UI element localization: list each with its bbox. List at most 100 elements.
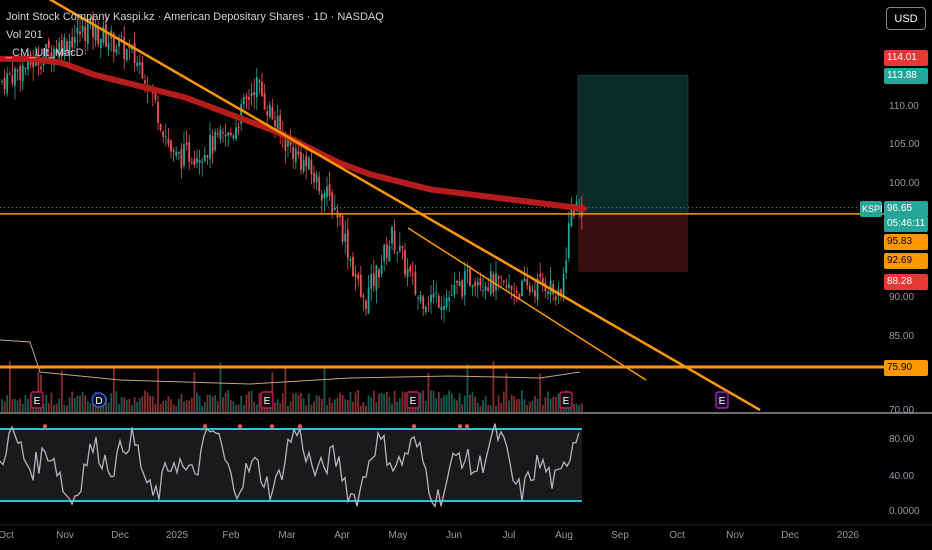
candle-body xyxy=(216,133,219,135)
volume-bar xyxy=(440,398,443,412)
candle-body xyxy=(359,274,362,297)
y-tick-label: 85.00 xyxy=(889,331,915,342)
volume-bar xyxy=(463,395,466,412)
volume-bar xyxy=(151,396,154,412)
candle-body xyxy=(427,303,430,305)
candle-body xyxy=(346,229,349,259)
candle-body xyxy=(469,268,471,286)
volume-indicator-label: Vol 201 xyxy=(6,29,43,41)
candle-body xyxy=(261,81,263,96)
volume-bar xyxy=(222,397,224,412)
volume-bar xyxy=(445,394,448,412)
candle-body xyxy=(370,274,373,289)
volume-bar xyxy=(240,395,243,412)
candle-body xyxy=(331,192,334,215)
volume-bar xyxy=(367,395,370,412)
volume-bar xyxy=(383,394,386,412)
volume-bar xyxy=(170,399,172,412)
candle-body xyxy=(86,23,89,44)
volume-bar xyxy=(479,405,482,412)
candle-body xyxy=(66,41,68,52)
volume-bar xyxy=(380,393,383,412)
candle-body xyxy=(190,162,193,164)
candle-body xyxy=(94,24,97,41)
volume-bar xyxy=(362,402,365,412)
candle-body xyxy=(102,26,105,43)
candle-body xyxy=(279,115,282,132)
y-tick-label: 100.00 xyxy=(889,178,920,189)
volume-bar xyxy=(27,398,29,412)
candle-body xyxy=(287,139,289,147)
volume-bar xyxy=(331,402,334,412)
candle-body xyxy=(185,142,188,145)
candle-body xyxy=(177,151,180,154)
x-tick-label: Jul xyxy=(502,530,516,541)
candle-body xyxy=(401,246,404,248)
volume-bar xyxy=(541,404,544,412)
candle-body xyxy=(505,285,508,288)
x-tick-label: Aug xyxy=(555,530,573,541)
candle-body xyxy=(362,295,365,298)
candle-body xyxy=(274,120,276,127)
volume-bar xyxy=(549,398,552,412)
candle-body xyxy=(456,280,458,284)
candle-body xyxy=(510,286,513,290)
volume-bar xyxy=(3,401,6,412)
candle-body xyxy=(440,306,443,311)
volume-bar xyxy=(287,405,289,412)
candle-body xyxy=(573,208,575,216)
volume-bar xyxy=(372,390,375,412)
volume-bar xyxy=(333,399,336,412)
candle-body xyxy=(175,151,178,156)
candle-body xyxy=(235,127,237,140)
x-tick-label: Oct xyxy=(669,530,685,541)
candle-body xyxy=(385,244,388,258)
candle-body xyxy=(326,186,328,197)
volume-bar xyxy=(149,396,152,412)
candle-body xyxy=(398,245,401,252)
candle-body xyxy=(201,161,204,163)
candle-body xyxy=(157,102,159,123)
candle-body xyxy=(237,126,240,129)
volume-bar xyxy=(185,399,188,412)
candle-body xyxy=(466,269,469,271)
osc-tick-label: 0.0000 xyxy=(889,506,920,517)
volume-bar xyxy=(141,396,144,412)
currency-button[interactable]: USD xyxy=(886,7,926,30)
candle-body xyxy=(136,62,139,67)
candle-body xyxy=(495,273,497,291)
volume-bar xyxy=(11,399,14,412)
y-tick-label: 110.00 xyxy=(889,101,919,112)
candle-body xyxy=(404,250,406,275)
volume-bar xyxy=(344,399,347,412)
candle-body xyxy=(357,275,360,279)
volume-bar xyxy=(196,392,198,412)
volume-bar xyxy=(157,367,159,412)
candle-body xyxy=(450,295,453,297)
oscillator-signal-dot xyxy=(457,424,463,429)
candle-body xyxy=(227,132,230,136)
candle-body xyxy=(266,111,269,116)
candle-body xyxy=(133,42,136,64)
volume-bar xyxy=(430,390,432,412)
candle-body xyxy=(344,233,347,242)
volume-bar xyxy=(466,364,469,412)
candle-body xyxy=(435,292,438,294)
candle-body xyxy=(482,289,484,291)
x-tick-label: Feb xyxy=(222,530,240,541)
volume-bar xyxy=(131,405,133,412)
candle-body xyxy=(484,286,487,291)
candle-body xyxy=(21,65,24,81)
oscillator-line xyxy=(0,423,580,509)
oscillator-signal-dot xyxy=(237,424,243,429)
volume-bar xyxy=(419,392,422,412)
volume-bar xyxy=(16,400,19,412)
volume-bar xyxy=(578,405,581,412)
volume-bar xyxy=(24,395,27,412)
candle-body xyxy=(73,37,76,43)
x-tick-label: Jun xyxy=(445,530,463,541)
volume-bar xyxy=(201,405,204,412)
candle-body xyxy=(120,36,123,38)
candle-body xyxy=(497,276,500,279)
candle-body xyxy=(89,18,92,24)
